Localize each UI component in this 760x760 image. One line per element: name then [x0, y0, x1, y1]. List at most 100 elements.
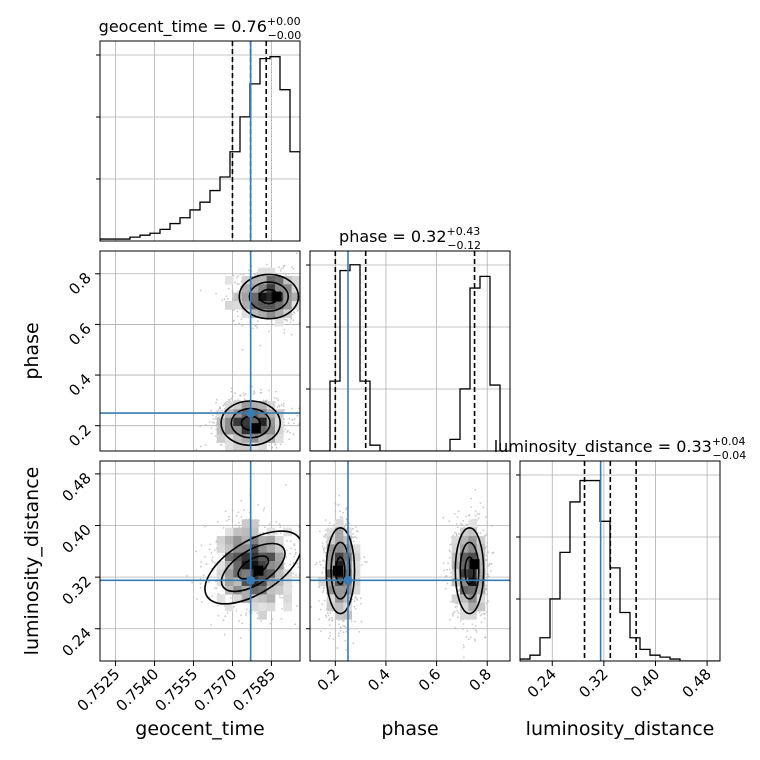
density-cell	[225, 536, 234, 545]
sample-point	[275, 446, 278, 449]
sample-point	[322, 547, 325, 550]
sample-point	[213, 587, 216, 589]
density-cell	[275, 586, 284, 595]
sample-point	[364, 561, 366, 563]
sample-point	[460, 620, 462, 622]
sample-point	[204, 525, 207, 528]
density-cell	[258, 401, 267, 410]
sample-point	[319, 563, 322, 566]
sample-point	[254, 273, 256, 276]
sample-point	[322, 545, 324, 548]
title-minus: −0.04	[713, 449, 747, 462]
sample-point	[273, 443, 276, 446]
sample-point	[240, 499, 243, 502]
density-cell	[266, 284, 276, 293]
sample-point	[279, 443, 282, 446]
sample-point	[236, 290, 239, 293]
title-plus: +0.04	[712, 435, 746, 448]
sample-point	[275, 521, 277, 523]
sample-point	[215, 428, 218, 431]
sample-point	[263, 507, 266, 510]
sample-point	[230, 456, 232, 458]
sample-point	[242, 452, 244, 454]
density-cell	[233, 586, 242, 595]
sample-point	[204, 444, 207, 446]
sample-point	[455, 532, 458, 535]
sample-point	[256, 272, 259, 275]
sample-point	[293, 311, 295, 313]
sample-point	[282, 402, 285, 405]
sample-point	[306, 292, 308, 294]
sample-point	[345, 518, 348, 521]
sample-point	[337, 635, 340, 637]
sample-point	[331, 616, 333, 619]
sample-point	[280, 617, 283, 620]
density-cell	[233, 426, 242, 435]
sample-point	[323, 535, 325, 538]
sample-point	[303, 289, 305, 291]
sample-point	[338, 494, 341, 497]
sample-point	[323, 551, 326, 553]
density-cell	[258, 309, 267, 318]
sample-point	[352, 540, 355, 543]
sample-point	[224, 510, 227, 513]
density-cell	[225, 401, 234, 410]
density-cell	[291, 292, 300, 302]
sample-point	[339, 626, 342, 629]
sample-point	[261, 452, 263, 454]
sample-point	[325, 616, 328, 618]
sample-point	[352, 533, 354, 535]
density-cell	[258, 284, 267, 293]
sample-point	[210, 432, 213, 435]
density-cell	[266, 594, 276, 603]
sample-point	[220, 453, 222, 455]
sample-point	[279, 596, 281, 599]
sample-point	[479, 502, 482, 504]
sample-point	[223, 298, 226, 301]
sample-point	[210, 552, 213, 554]
sample-point	[341, 516, 344, 519]
sample-point	[328, 617, 331, 620]
density-cell	[241, 569, 251, 578]
hist-inner	[310, 251, 510, 451]
sample-point	[185, 575, 188, 577]
density-cell	[225, 417, 234, 427]
sample-point	[229, 597, 232, 599]
density-cell	[225, 442, 234, 451]
sample-point	[262, 399, 265, 402]
density-cell	[250, 586, 259, 595]
sample-point	[238, 283, 240, 285]
hist-panel-phase: phase = 0.32+0.43 −0.12	[306, 225, 511, 452]
sample-point	[274, 453, 276, 455]
sample-point	[295, 252, 298, 255]
title-median: 0.32	[411, 227, 447, 246]
density-cell	[266, 536, 276, 545]
sample-point	[265, 263, 268, 266]
sample-point	[315, 310, 317, 312]
sample-point	[290, 317, 293, 320]
density-cell	[241, 284, 251, 293]
sample-point	[329, 612, 332, 614]
density-cell	[266, 552, 276, 562]
sample-point	[241, 348, 244, 351]
sample-point	[336, 647, 339, 649]
histogram-phase	[310, 264, 510, 451]
sample-point	[484, 636, 487, 639]
sample-point	[328, 637, 330, 640]
sample-point	[211, 561, 214, 563]
sample-point	[211, 595, 214, 597]
sample-point	[338, 619, 340, 621]
sample-point	[301, 575, 303, 577]
sample-point	[295, 551, 297, 554]
density-cell	[241, 561, 251, 570]
sample-point	[215, 416, 218, 418]
density-cell	[241, 442, 251, 451]
sample-point	[329, 635, 331, 637]
density-cell	[233, 434, 242, 443]
sample-point	[202, 574, 205, 577]
sample-point	[296, 605, 298, 607]
density-cell	[266, 426, 276, 435]
sample-point	[301, 610, 303, 612]
density-cell	[216, 544, 226, 553]
